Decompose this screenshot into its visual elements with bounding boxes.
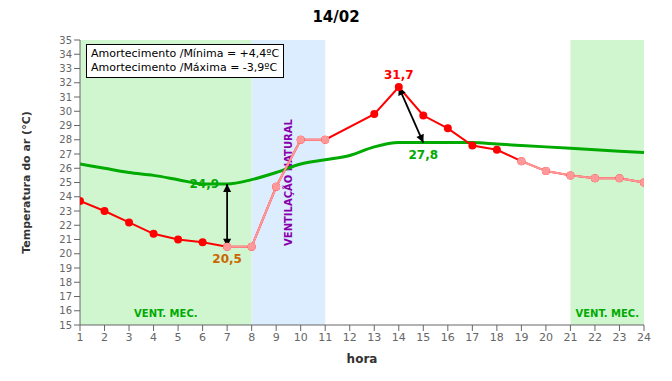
svg-text:18: 18 — [59, 277, 72, 288]
svg-text:11: 11 — [318, 331, 332, 344]
svg-text:5: 5 — [175, 331, 182, 344]
svg-text:23: 23 — [612, 331, 626, 344]
svg-text:9: 9 — [273, 331, 280, 344]
svg-text:15: 15 — [416, 331, 430, 344]
svg-text:35: 35 — [59, 35, 72, 46]
svg-text:10: 10 — [294, 331, 308, 344]
svg-text:27,8: 27,8 — [408, 148, 438, 162]
svg-text:27: 27 — [59, 149, 72, 160]
svg-text:18: 18 — [490, 331, 504, 344]
svg-text:17: 17 — [59, 291, 72, 302]
svg-text:19: 19 — [59, 263, 72, 274]
svg-text:4: 4 — [150, 331, 157, 344]
svg-text:19: 19 — [514, 331, 528, 344]
svg-text:2: 2 — [101, 331, 108, 344]
svg-text:34: 34 — [59, 49, 72, 60]
html-text:14/02: 14/02 — [312, 8, 360, 26]
svg-text:30: 30 — [59, 106, 72, 117]
svg-text:20: 20 — [539, 331, 553, 344]
html-text:Amortecimento /Mínima = +4,4ºC: Amortecimento /Mínima = +4,4ºC — [91, 47, 280, 60]
svg-text:32: 32 — [59, 77, 72, 88]
svg-text:17: 17 — [465, 331, 479, 344]
svg-text:hora: hora — [347, 352, 378, 366]
svg-text:21: 21 — [563, 331, 577, 344]
svg-text:6: 6 — [199, 331, 206, 344]
svg-text:13: 13 — [367, 331, 381, 344]
svg-text:31,7: 31,7 — [384, 68, 414, 82]
svg-text:29: 29 — [59, 120, 72, 131]
html-text:Amortecimento /Máxima = -3,9ºC: Amortecimento /Máxima = -3,9ºC — [91, 61, 278, 74]
svg-text:1: 1 — [77, 331, 84, 344]
svg-text:VENTILAÇÃO NATURAL: VENTILAÇÃO NATURAL — [282, 119, 294, 246]
svg-text:21: 21 — [59, 234, 72, 245]
svg-text:8: 8 — [248, 331, 255, 344]
svg-text:25: 25 — [59, 177, 72, 188]
svg-text:26: 26 — [59, 163, 72, 174]
svg-text:20: 20 — [59, 248, 72, 259]
svg-text:31: 31 — [59, 92, 72, 103]
svg-text:22: 22 — [59, 220, 72, 231]
svg-text:Temperatura do ar (°C): Temperatura do ar (°C) — [20, 111, 33, 253]
svg-text:23: 23 — [59, 206, 72, 217]
svg-text:16: 16 — [59, 305, 72, 316]
svg-text:24: 24 — [637, 331, 651, 344]
svg-text:15: 15 — [59, 320, 72, 331]
svg-text:3: 3 — [126, 331, 133, 344]
svg-text:22: 22 — [588, 331, 602, 344]
svg-text:12: 12 — [343, 331, 357, 344]
svg-text:33: 33 — [59, 63, 72, 74]
svg-text:16: 16 — [441, 331, 455, 344]
svg-text:28: 28 — [59, 134, 72, 145]
svg-text:24: 24 — [59, 191, 72, 202]
svg-text:20,5: 20,5 — [212, 252, 242, 266]
svg-text:VENT. MEC.: VENT. MEC. — [134, 308, 197, 319]
svg-text:14: 14 — [392, 331, 406, 344]
svg-text:24,9: 24,9 — [190, 177, 220, 191]
svg-text:VENT. MEC.: VENT. MEC. — [575, 308, 638, 319]
svg-text:7: 7 — [224, 331, 231, 344]
